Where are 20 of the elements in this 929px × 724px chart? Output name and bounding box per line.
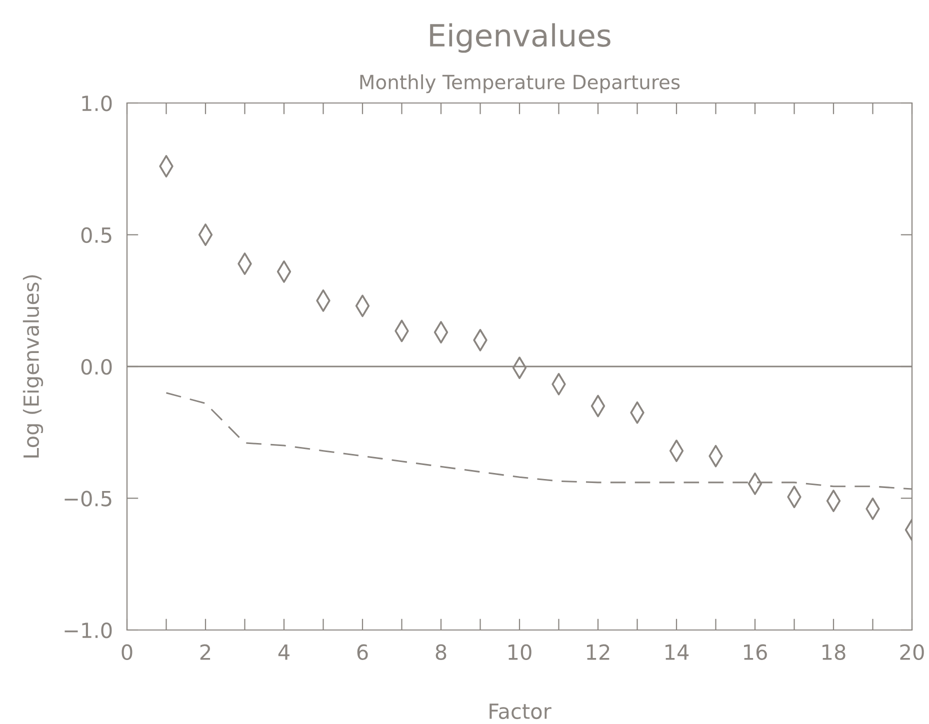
x-tick-label: 6 (357, 644, 368, 660)
x-tick-label: 12 (587, 644, 610, 660)
x-tick-label: 18 (822, 644, 846, 660)
chart-subtitle: Monthly Temperature Departures (360, 74, 680, 94)
y-axis-title: Log (Eigenvalues) (22, 275, 44, 458)
x-tick-label: 2 (200, 644, 210, 660)
x-tick-label: 8 (436, 644, 446, 660)
y-tick-label: −0.5 (64, 490, 112, 506)
x-tick-label: 20 (900, 644, 924, 660)
y-tick-label: −1.0 (64, 622, 112, 638)
x-tick-label: 14 (666, 644, 689, 660)
y-tick-label: 0.5 (81, 227, 112, 243)
x-axis-title: Factor (490, 704, 552, 720)
y-tick-label: 0.0 (81, 358, 112, 375)
y-tick-label: 1.0 (82, 95, 112, 112)
x-tick-label: 0 (122, 644, 132, 660)
x-tick-label: 10 (508, 644, 532, 660)
chart-title: Eigenvalues (430, 23, 610, 53)
x-tick-label: 4 (278, 644, 290, 660)
x-tick-label: 16 (744, 644, 767, 660)
